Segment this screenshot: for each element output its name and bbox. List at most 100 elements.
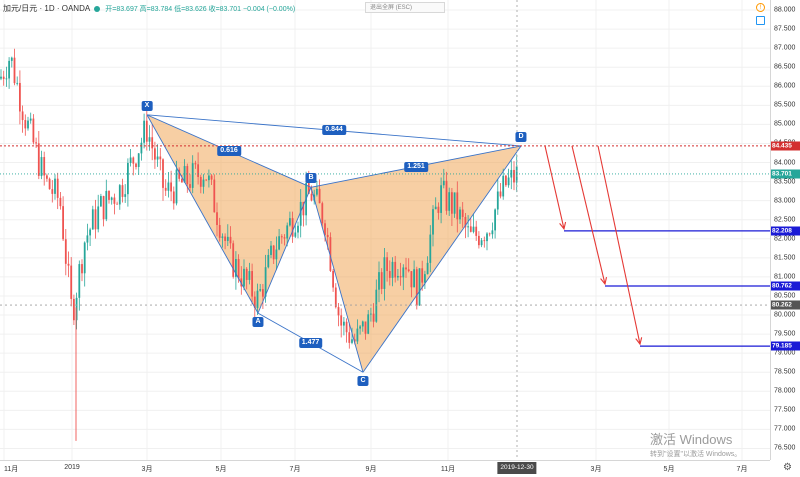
price-tick: 87.000 [774,44,796,52]
candle-body [62,206,64,240]
candle-body [21,111,24,121]
candle-body [445,180,448,211]
candle-body [275,249,278,260]
candle-body [456,192,459,220]
candle-body [97,206,100,230]
candle-body [24,120,27,129]
price-tick: 81.000 [774,273,796,281]
symbol-name[interactable]: 加元/日元 [3,4,38,13]
settings-gear-icon[interactable]: ⚙ [783,462,792,473]
ohlc-values: 开=83.697 高=83.784 低=83.626 收=83.701 −0.0… [105,6,296,13]
candle-body [399,275,402,278]
candle-body [272,245,275,260]
pattern-triangle-xab [147,114,311,314]
candle-body [502,175,505,197]
price-tick: 84.000 [774,159,796,167]
candle-body [467,226,469,228]
time-axis[interactable]: 11月 2019 3月 5月 7月 9月 11月 3月 5月 7月 2019-12-30 [0,460,770,477]
candle-body [218,225,221,238]
ratio-label-xd: 0.844 [322,125,346,136]
chart-area[interactable]: 加元/日元 · 1D · OANDA 开=83.697 高=83.784 低=8… [0,0,770,460]
leg-bc [310,187,364,373]
candle-body [351,339,353,343]
price-tick: 80.500 [774,292,796,300]
candle-body [208,175,210,181]
candle-body [402,267,405,278]
arrow-shaft-1 [544,145,565,229]
candle-body [10,57,13,61]
candle-body [205,179,208,181]
candle-body [391,261,394,278]
candle-body [310,193,313,201]
candle-body [194,163,197,165]
candle-body [237,258,240,279]
candle-body [189,184,191,188]
candle-body [318,188,321,204]
candle-body [486,233,488,242]
candle-body [326,234,329,238]
candle-body [19,82,21,112]
interval[interactable]: 1D [44,4,55,13]
candle-body [388,271,391,278]
candle-body [453,192,456,214]
candle-body [229,236,232,244]
point-label-d[interactable]: D [515,131,527,142]
candle-body [81,264,83,274]
candle-body [378,272,380,290]
price-tick: 83.500 [774,178,796,186]
candle-body [386,257,388,272]
candle-body [491,230,494,235]
candle-body [48,178,51,190]
candle-body [226,236,229,241]
candle-body [124,194,127,197]
ratio-label-ac: 1.477 [298,337,323,348]
candle-body [478,235,480,246]
panel-icon[interactable] [756,16,765,25]
candle-body [426,262,429,275]
price-tick: 83.000 [774,197,796,205]
point-label-c[interactable]: C [357,376,369,387]
point-label-a[interactable]: A [252,317,264,328]
candle-body [199,176,202,187]
candle-body [410,271,413,288]
candle-body [32,118,35,143]
ratio-label-xb: 0.616 [217,146,241,157]
point-label-x[interactable]: X [141,100,153,111]
candle-body [407,269,410,272]
candle-body [394,261,397,278]
candle-body [70,265,73,299]
price-tick: 82.000 [774,235,796,243]
candle-body [367,314,370,334]
candle-body [54,178,56,194]
candle-body [248,271,251,280]
alert-icon[interactable]: ! [756,3,765,12]
candle-body [264,267,267,297]
candle-body [224,236,226,241]
candle-body [499,191,502,197]
point-label-b[interactable]: B [305,173,317,184]
candle-body [472,226,475,232]
price-axis[interactable]: 88.000 87.500 87.000 86.500 86.000 85.500 85.0… [770,0,800,460]
candle-body [334,287,337,308]
price-tick: 77.500 [774,406,796,414]
candle-body [148,137,151,142]
candle-body [291,218,294,237]
price-tick: 76.500 [774,444,796,452]
candle-body [178,169,181,179]
candle-body [186,166,189,185]
candle-body [64,239,67,264]
candle-body [37,143,40,176]
candle-body [451,192,453,214]
candle-body [372,313,375,322]
candle-body [469,226,472,232]
candle-body [297,225,299,233]
candle-body [515,166,518,183]
candle-body [202,179,205,187]
candle-body [253,296,256,308]
price-chart[interactable] [0,0,770,460]
candle-body [29,118,32,121]
price-tick: 88.000 [774,6,796,14]
leg-xa [146,114,259,314]
candle-body [56,178,59,198]
candle-body [75,297,78,321]
